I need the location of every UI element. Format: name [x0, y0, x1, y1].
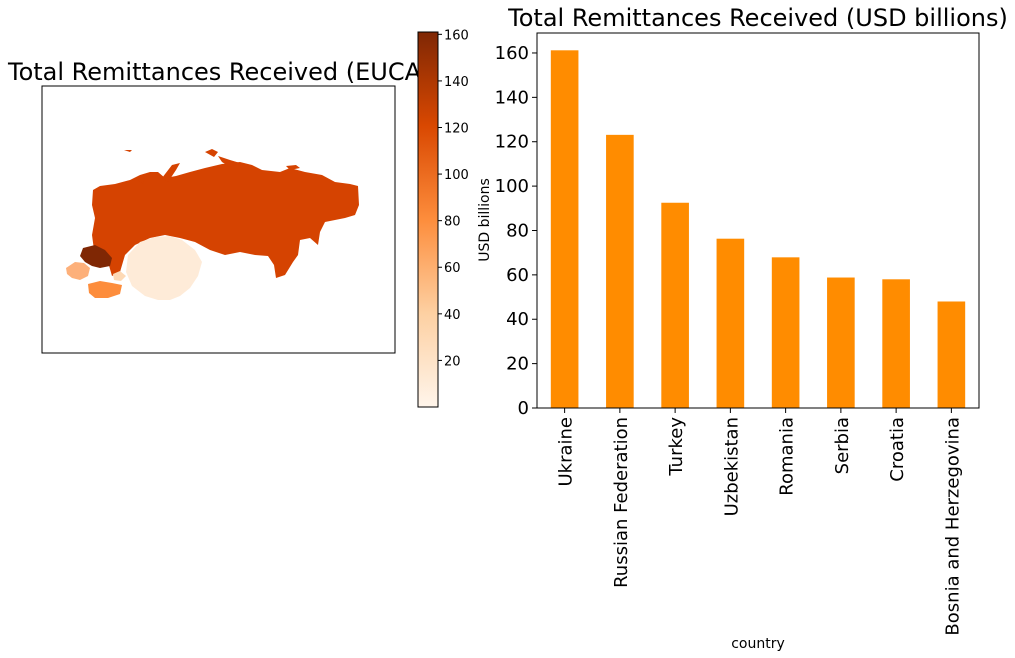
x-tick-label: Russian Federation: [611, 417, 632, 588]
bar-ukraine: [550, 50, 579, 409]
bar-serbia: [827, 277, 855, 408]
x-tick-label: Bosnia and Herzegovina: [942, 417, 963, 636]
colorbar-tick-label: 20: [444, 354, 461, 369]
map-region-arctic-islands: [124, 149, 300, 184]
colorbar: 20 40 60 80 100 120 140 160 USD billions: [417, 28, 493, 408]
bar-chart: Total Remittances Received (USD billions…: [495, 4, 1008, 652]
bar-russian-federation: [606, 134, 634, 408]
colorbar-tick-label: 40: [444, 308, 461, 323]
y-tick-label: 100: [495, 176, 529, 197]
map-region-ukraine: [80, 245, 112, 268]
map-title: Total Remittances Received (EUCA: [7, 58, 422, 86]
map-region-balkans: [66, 262, 90, 280]
map-panel: [41, 85, 396, 354]
colorbar-tick-label: 120: [444, 121, 469, 136]
x-tick-label: Ukraine: [556, 417, 577, 487]
y-tick-label: 140: [495, 87, 529, 108]
y-axis: 0 20 40 60 80 100 120 140 160: [495, 43, 537, 419]
bar-romania: [771, 257, 800, 408]
map-region-kazakhstan-and-central-asia: [126, 236, 202, 300]
bars: [550, 50, 966, 409]
map-region-caucasus: [113, 271, 126, 281]
colorbar-tick-label: 80: [444, 215, 461, 230]
x-tick-label: Turkey: [666, 417, 687, 477]
x-tick-label: Croatia: [887, 417, 908, 482]
bar-axes-frame: [536, 32, 980, 409]
map-region-turkey: [88, 281, 122, 298]
y-tick-label: 60: [506, 265, 529, 286]
bar-uzbekistan: [716, 238, 745, 408]
colorbar-tick-label: 100: [444, 168, 469, 183]
colorbar-tick-label: 160: [444, 28, 469, 43]
y-tick-label: 40: [506, 309, 529, 330]
bar-bosnia-and-herzegovina: [937, 301, 966, 408]
y-tick-label: 120: [495, 132, 529, 153]
colorbar-ticks: 20 40 60 80 100 120 140 160: [438, 28, 469, 369]
x-tick-label: Serbia: [832, 417, 853, 474]
map-region-russian-federation: [92, 162, 359, 278]
y-tick-label: 160: [495, 43, 529, 64]
bar-croatia: [882, 279, 910, 408]
x-axis: Ukraine Russian Federation Turkey Uzbekista…: [556, 408, 963, 636]
bar-turkey: [661, 202, 689, 408]
colorbar-tick-label: 140: [444, 75, 469, 90]
y-tick-label: 80: [506, 220, 529, 241]
x-tick-label: Uzbekistan: [721, 417, 742, 516]
y-tick-label: 20: [506, 354, 529, 375]
y-tick-label: 0: [518, 398, 529, 419]
colorbar-label: USD billions: [477, 178, 493, 262]
bar-chart-title: Total Remittances Received (USD billions…: [507, 4, 1008, 32]
x-axis-label: country: [731, 636, 785, 652]
colorbar-gradient: [417, 31, 439, 408]
x-tick-label: Romania: [777, 417, 798, 496]
colorbar-tick-label: 60: [444, 261, 461, 276]
